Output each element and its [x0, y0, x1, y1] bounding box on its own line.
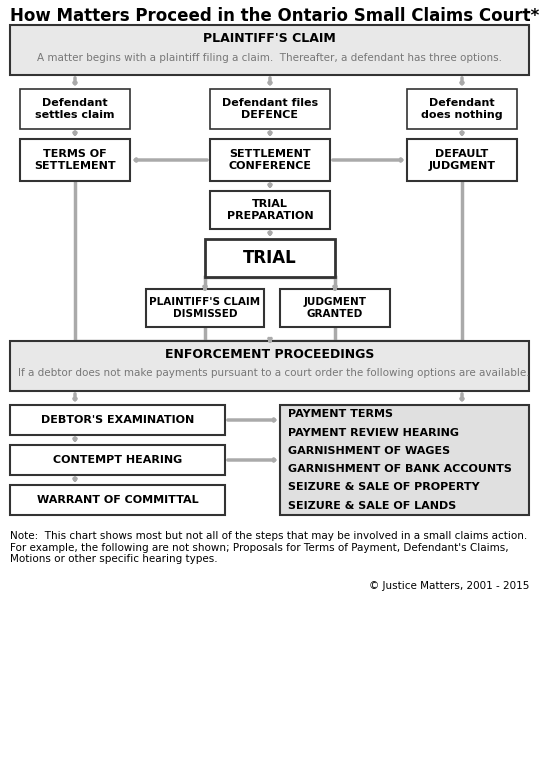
Bar	[210, 191, 330, 229]
Bar	[10, 485, 225, 515]
Bar	[10, 405, 225, 435]
Text: PAYMENT REVIEW HEARING: PAYMENT REVIEW HEARING	[288, 427, 459, 438]
Text: How Matters Proceed in the Ontario Small Claims Court*: How Matters Proceed in the Ontario Small…	[10, 7, 539, 25]
Bar	[20, 139, 130, 181]
Text: PLAINTIFF'S CLAIM: PLAINTIFF'S CLAIM	[203, 32, 336, 46]
Bar	[205, 239, 335, 277]
Text: GARNISHMENT OF BANK ACCOUNTS: GARNISHMENT OF BANK ACCOUNTS	[288, 464, 512, 474]
Text: SEIZURE & SALE OF PROPERTY: SEIZURE & SALE OF PROPERTY	[288, 482, 480, 492]
Text: JUDGMENT
GRANTED: JUDGMENT GRANTED	[303, 297, 367, 318]
Text: Defendant
does nothing: Defendant does nothing	[421, 98, 503, 120]
Text: Defendant
settles claim: Defendant settles claim	[35, 98, 115, 120]
Text: GARNISHMENT OF WAGES: GARNISHMENT OF WAGES	[288, 446, 450, 456]
Bar	[407, 139, 517, 181]
Text: If a debtor does not make payments pursuant to a court order the following optio: If a debtor does not make payments pursu…	[18, 368, 530, 378]
Bar	[10, 341, 529, 391]
Bar	[280, 405, 529, 515]
Text: TERMS OF
SETTLEMENT: TERMS OF SETTLEMENT	[34, 149, 116, 171]
Text: PLAINTIFF'S CLAIM
DISMISSED: PLAINTIFF'S CLAIM DISMISSED	[149, 297, 260, 318]
Bar	[146, 289, 264, 327]
Text: SETTLEMENT
CONFERENCE: SETTLEMENT CONFERENCE	[229, 149, 312, 171]
Bar	[20, 89, 130, 129]
Text: DEFAULT
JUDGMENT: DEFAULT JUDGMENT	[429, 149, 495, 171]
Text: Note:  This chart shows most but not all of the steps that may be involved in a : Note: This chart shows most but not all …	[10, 531, 527, 564]
Bar	[10, 25, 529, 75]
Text: A matter begins with a plaintiff filing a claim.  Thereafter, a defendant has th: A matter begins with a plaintiff filing …	[37, 53, 502, 63]
Bar	[280, 289, 390, 327]
Text: Defendant files
DEFENCE: Defendant files DEFENCE	[222, 98, 318, 120]
Bar	[210, 89, 330, 129]
Text: ENFORCEMENT PROCEEDINGS: ENFORCEMENT PROCEEDINGS	[165, 349, 375, 362]
Bar	[407, 89, 517, 129]
Bar	[210, 139, 330, 181]
Text: TRIAL
PREPARATION: TRIAL PREPARATION	[227, 199, 313, 221]
Text: PAYMENT TERMS: PAYMENT TERMS	[288, 409, 393, 419]
Text: TRIAL: TRIAL	[243, 249, 297, 267]
Text: © Justice Matters, 2001 - 2015: © Justice Matters, 2001 - 2015	[369, 581, 529, 591]
Text: WARRANT OF COMMITTAL: WARRANT OF COMMITTAL	[37, 495, 198, 505]
Text: SEIZURE & SALE OF LANDS: SEIZURE & SALE OF LANDS	[288, 501, 456, 511]
Text: CONTEMPT HEARING: CONTEMPT HEARING	[53, 455, 182, 465]
Text: DEBTOR'S EXAMINATION: DEBTOR'S EXAMINATION	[41, 415, 194, 425]
Bar	[10, 445, 225, 475]
